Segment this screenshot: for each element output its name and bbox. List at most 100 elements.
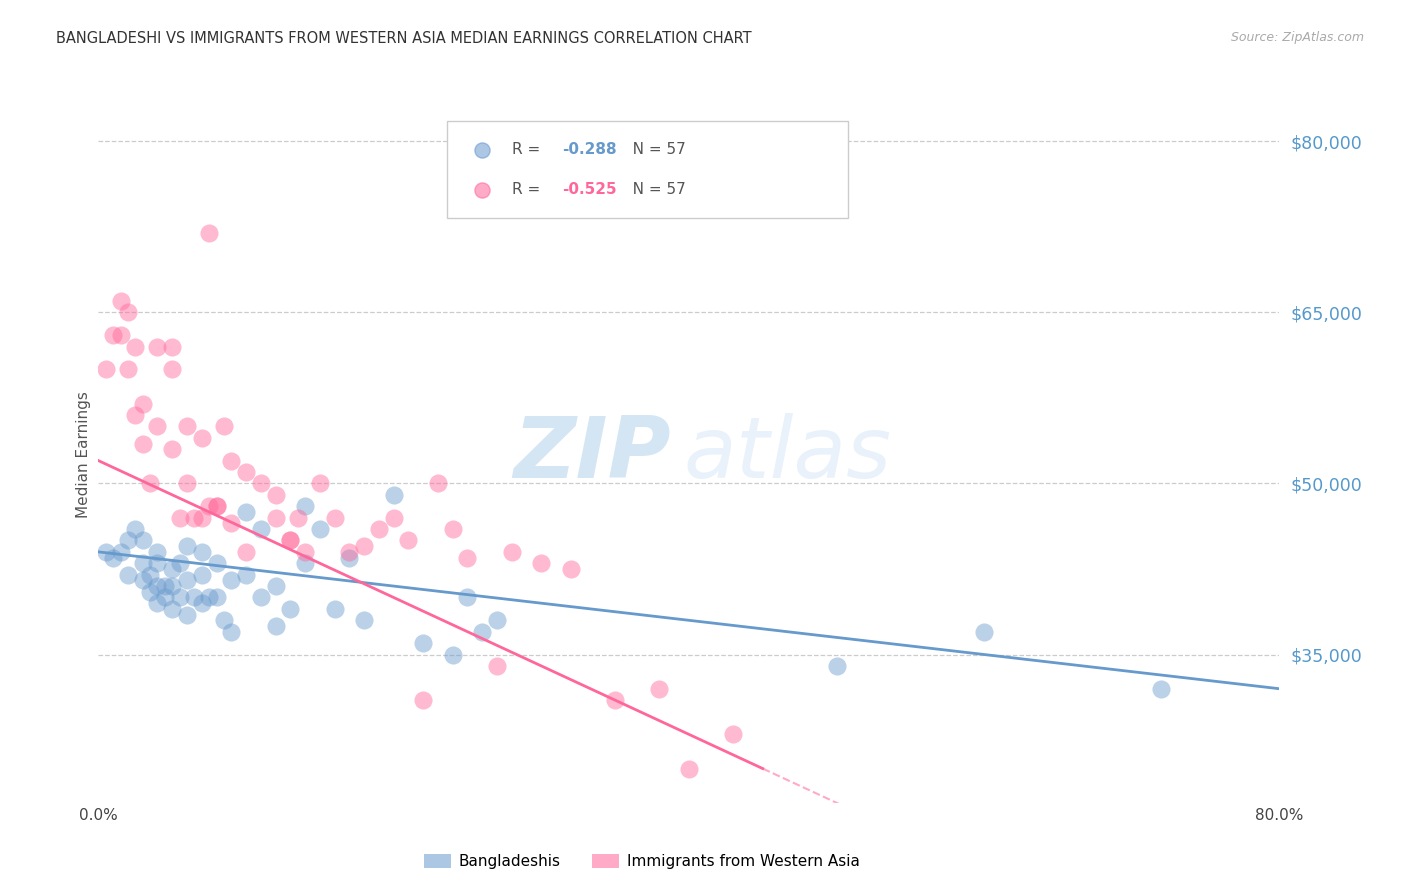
- Point: [278, 602, 302, 616]
- Point: [212, 613, 235, 627]
- Point: [264, 488, 287, 502]
- Point: [146, 579, 169, 593]
- Point: [198, 500, 221, 514]
- Point: [191, 596, 214, 610]
- Point: [339, 550, 360, 565]
- Text: BANGLADESHI VS IMMIGRANTS FROM WESTERN ASIA MEDIAN EARNINGS CORRELATION CHART: BANGLADESHI VS IMMIGRANTS FROM WESTERN A…: [56, 31, 752, 46]
- Text: N = 57: N = 57: [619, 142, 686, 157]
- Point: [205, 556, 228, 570]
- Point: [198, 226, 221, 240]
- Point: [169, 556, 191, 570]
- Point: [176, 574, 198, 588]
- Point: [162, 340, 183, 354]
- Point: [427, 476, 450, 491]
- Point: [212, 419, 235, 434]
- Point: [132, 436, 155, 450]
- Point: [132, 533, 155, 548]
- Point: [368, 522, 391, 536]
- Point: [162, 562, 183, 576]
- Point: [191, 510, 214, 524]
- Point: [287, 510, 309, 524]
- Point: [219, 574, 242, 588]
- Point: [530, 556, 553, 570]
- Point: [235, 567, 257, 582]
- Point: [264, 579, 287, 593]
- Point: [162, 362, 183, 376]
- Point: [441, 648, 464, 662]
- Point: [323, 510, 346, 524]
- Point: [117, 567, 139, 582]
- Point: [176, 539, 198, 553]
- Point: [117, 362, 139, 376]
- Point: [153, 591, 176, 605]
- Text: -0.288: -0.288: [562, 142, 617, 157]
- Point: [294, 556, 316, 570]
- Point: [294, 545, 316, 559]
- Point: [264, 510, 287, 524]
- Text: ZIP: ZIP: [513, 413, 671, 497]
- Point: [146, 596, 169, 610]
- Point: [139, 476, 162, 491]
- Point: [456, 550, 478, 565]
- Point: [146, 556, 169, 570]
- Point: [235, 545, 257, 559]
- Point: [309, 522, 332, 536]
- Point: [278, 533, 302, 548]
- Text: R =: R =: [512, 142, 546, 157]
- Point: [110, 328, 132, 343]
- Point: [132, 556, 155, 570]
- Point: [103, 550, 125, 565]
- Point: [560, 562, 582, 576]
- Text: Source: ZipAtlas.com: Source: ZipAtlas.com: [1230, 31, 1364, 45]
- Point: [382, 510, 405, 524]
- Point: [973, 624, 995, 639]
- Point: [486, 659, 509, 673]
- Point: [191, 431, 214, 445]
- FancyBboxPatch shape: [447, 121, 848, 219]
- Point: [132, 396, 155, 410]
- Point: [117, 533, 139, 548]
- Point: [153, 579, 176, 593]
- Point: [139, 584, 162, 599]
- Text: -0.525: -0.525: [562, 182, 617, 197]
- Legend: Bangladeshis, Immigrants from Western Asia: Bangladeshis, Immigrants from Western As…: [418, 847, 866, 875]
- Point: [183, 510, 205, 524]
- Point: [176, 607, 198, 622]
- Point: [501, 545, 523, 559]
- Point: [441, 522, 464, 536]
- Point: [219, 624, 242, 639]
- Point: [176, 419, 198, 434]
- Point: [471, 624, 494, 639]
- Point: [219, 453, 242, 467]
- Point: [250, 476, 273, 491]
- Text: N = 57: N = 57: [619, 182, 686, 197]
- Point: [605, 693, 627, 707]
- Point: [183, 591, 205, 605]
- Point: [235, 465, 257, 479]
- Point: [205, 500, 228, 514]
- Point: [339, 545, 360, 559]
- Point: [110, 545, 132, 559]
- Point: [486, 613, 509, 627]
- Point: [250, 522, 273, 536]
- Point: [1150, 681, 1173, 696]
- Point: [412, 636, 434, 650]
- Point: [278, 533, 302, 548]
- Point: [124, 522, 146, 536]
- Point: [678, 762, 700, 776]
- Point: [723, 727, 745, 741]
- Point: [169, 510, 191, 524]
- Point: [146, 340, 169, 354]
- Point: [353, 613, 375, 627]
- Point: [412, 693, 434, 707]
- Point: [648, 681, 671, 696]
- Point: [162, 442, 183, 457]
- Point: [124, 408, 146, 422]
- Point: [235, 505, 257, 519]
- Point: [353, 539, 375, 553]
- Point: [205, 591, 228, 605]
- Point: [382, 488, 405, 502]
- Y-axis label: Median Earnings: Median Earnings: [76, 392, 91, 518]
- Point: [250, 591, 273, 605]
- Point: [396, 533, 419, 548]
